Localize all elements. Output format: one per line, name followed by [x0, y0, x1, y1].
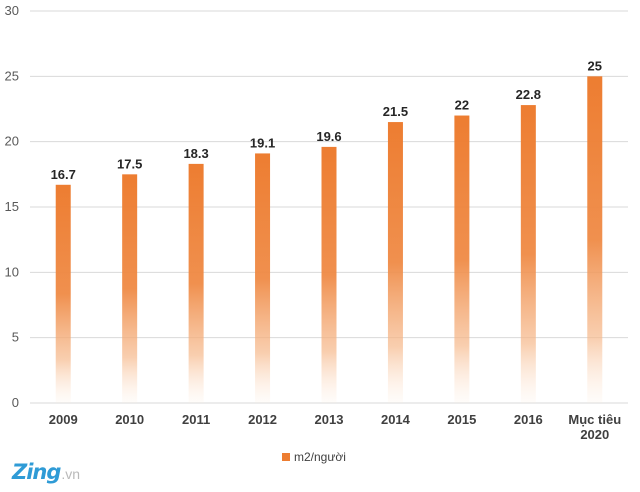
zing-logo: Zing .vn [12, 460, 80, 484]
x-axis-category-labels: 2009 2010 2011 2012 2013 2014 2015 2016 Mục tiêu… [49, 412, 621, 442]
x-category-label: Mục tiêu 2020 [568, 412, 621, 442]
bars [55, 76, 603, 404]
logo-main-text: Zing [12, 460, 61, 484]
x-category-label: 2012 [248, 412, 277, 427]
data-label: 21.5 [383, 104, 408, 119]
y-tick-label: 25 [5, 68, 19, 83]
y-tick-label: 0 [12, 395, 19, 410]
y-tick-label: 15 [5, 199, 19, 214]
legend-label: m2/người [294, 450, 346, 464]
y-tick-label: 20 [5, 134, 19, 149]
bar [122, 174, 138, 403]
x-category-label: 2014 [381, 412, 411, 427]
bar [321, 146, 337, 404]
data-label: 17.5 [117, 156, 142, 171]
data-label: 19.1 [250, 135, 275, 150]
bar [520, 105, 536, 403]
bar [188, 163, 204, 403]
data-label: 19.6 [316, 129, 341, 144]
x-category-label: 2013 [315, 412, 344, 427]
data-labels: 16.7 17.5 18.3 19.1 19.6 21.5 22 22.8 25 [51, 58, 602, 181]
data-label: 22 [455, 98, 469, 113]
logo-sub-text: .vn [61, 466, 81, 482]
legend-swatch [282, 453, 290, 461]
y-tick-label: 10 [5, 264, 19, 279]
data-label: 25 [588, 58, 602, 73]
x-category-label: 2011 [182, 412, 210, 427]
data-label: 18.3 [183, 146, 208, 161]
x-category-label: 2015 [447, 412, 476, 427]
y-tick-label: 30 [5, 3, 19, 18]
y-axis-tick-labels: 0 5 10 15 20 25 30 [5, 3, 19, 410]
y-tick-label: 5 [12, 330, 19, 345]
data-label: 16.7 [51, 167, 76, 182]
x-category-label: 2016 [514, 412, 543, 427]
bar [387, 122, 403, 404]
x-category-label: 2009 [49, 412, 78, 427]
legend: m2/người [282, 450, 346, 464]
bar [255, 153, 271, 403]
bar [55, 184, 71, 403]
bar [587, 76, 603, 403]
x-category-label: 2010 [115, 412, 144, 427]
bar [454, 115, 470, 404]
data-label: 22.8 [516, 87, 541, 102]
